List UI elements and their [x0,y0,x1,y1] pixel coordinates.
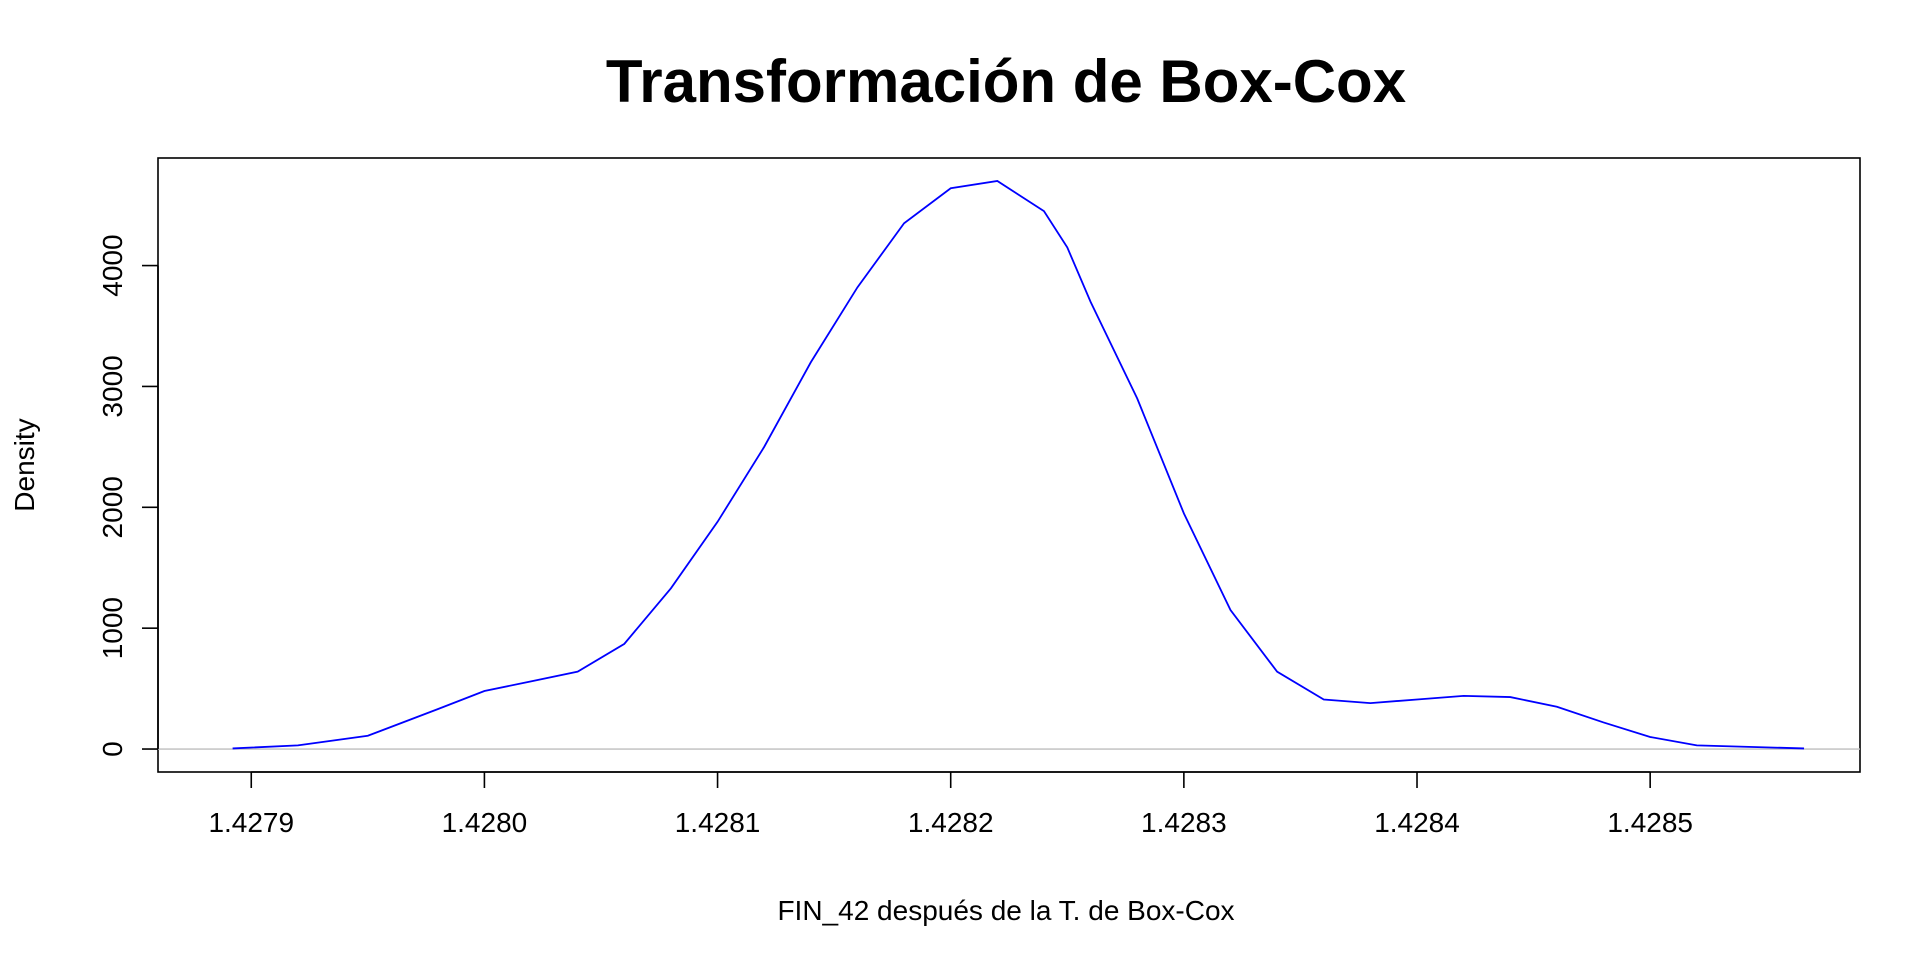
x-tick-label: 1.4281 [675,807,761,838]
y-tick-label: 1000 [97,597,128,659]
x-axis: 1.4279 1.4280 1.4281 1.4282 1.4283 1.4284 1.42… [208,771,1693,838]
y-tick-label: 0 [97,741,128,757]
chart-title: Transformación de Box-Cox [606,48,1406,115]
x-tick-label: 1.4283 [1141,807,1227,838]
plot-area-border [157,157,1861,773]
density-curve [232,180,1805,750]
x-tick-label: 1.4279 [208,807,294,838]
y-tick-label: 4000 [97,234,128,296]
y-axis-label: Density [9,418,40,511]
x-tick-label: 1.4282 [908,807,994,838]
y-tick-label: 3000 [97,355,128,417]
y-tick-label: 2000 [97,476,128,538]
y-axis: 0 1000 2000 3000 4000 [97,234,159,757]
x-tick-label: 1.4280 [442,807,528,838]
x-tick-label: 1.4285 [1607,807,1693,838]
x-axis-label: FIN_42 después de la T. de Box-Cox [777,895,1234,926]
x-tick-label: 1.4284 [1374,807,1460,838]
